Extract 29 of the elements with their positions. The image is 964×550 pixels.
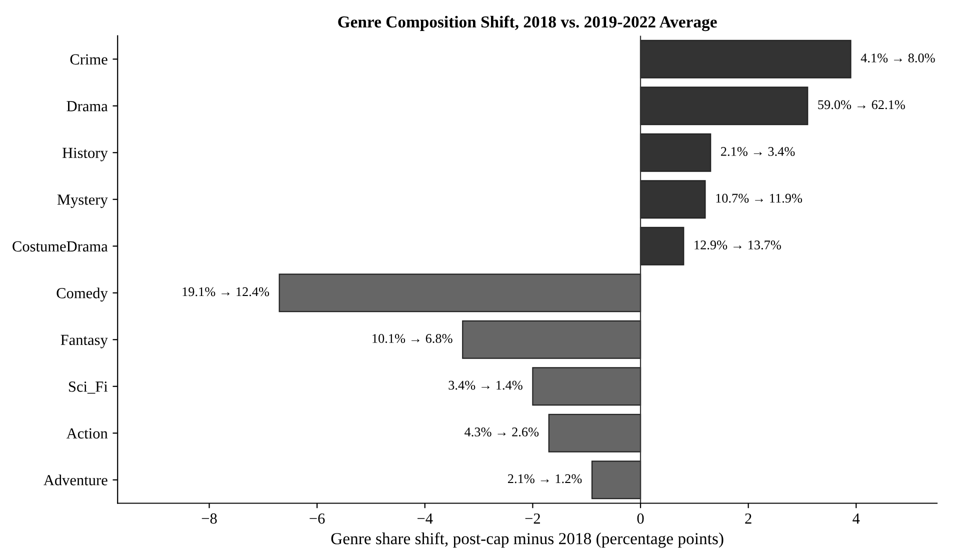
x-axis-title: Genre share shift, post-cap minus 2018 (percentage points): [331, 532, 724, 548]
x-tick-label: 0: [637, 513, 644, 524]
y-tick-label: Mystery: [57, 194, 108, 208]
annotation: 19.1% → 12.4%: [182, 287, 270, 296]
x-tick-label: −8: [202, 513, 217, 524]
y-tick-label: Fantasy: [60, 334, 108, 348]
x-tick-label: 4: [852, 514, 860, 524]
annotation: 3.4% → 1.4%: [448, 380, 522, 390]
y-tick-label: CostumeDrama: [12, 241, 108, 252]
annotation: 4.3% → 2.6%: [464, 428, 539, 436]
x-tick-label: −2: [525, 513, 540, 524]
annotation: 59.0% → 62.1%: [818, 100, 905, 110]
y-tick-label: Action: [66, 428, 108, 439]
annotation: 2.1% → 1.2%: [508, 474, 582, 484]
y-tick-label: Drama: [66, 101, 108, 112]
annotation: 12.9% → 13.7%: [694, 240, 781, 250]
y-tick-label: Sci_Fi: [69, 382, 108, 394]
annotation: 10.1% → 6.8%: [372, 334, 452, 343]
x-tick-label: 2: [745, 513, 752, 524]
y-tick-label: History: [62, 148, 108, 162]
chart-title: Genre Composition Shift, 2018 vs. 2019-2022 Average: [338, 16, 717, 32]
annotation: 10.7% → 11.9%: [716, 194, 802, 203]
x-tick-label: −6: [310, 513, 325, 524]
annotation: 2.1% → 3.4%: [721, 147, 795, 156]
y-tick-label: Comedy: [56, 288, 108, 302]
x-tick-label: −4: [418, 514, 433, 524]
annotation: 4.1% → 8.0%: [860, 54, 935, 62]
y-tick-label: Adventure: [44, 474, 108, 486]
y-tick-label: Crime: [70, 54, 108, 65]
